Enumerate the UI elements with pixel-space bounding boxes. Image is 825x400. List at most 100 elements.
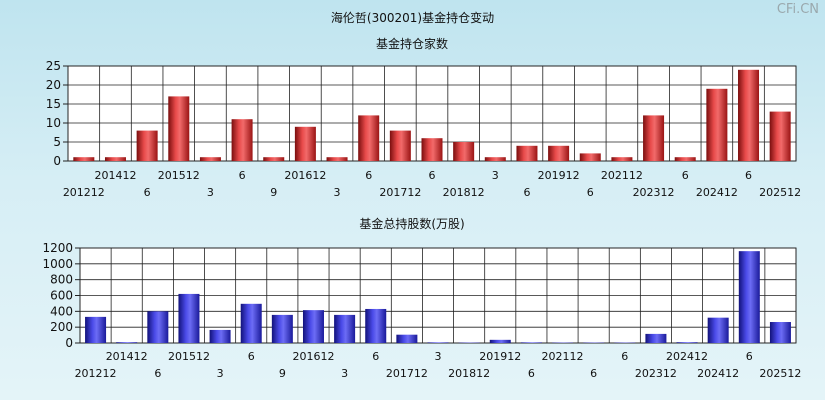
bar — [769, 322, 791, 343]
x-tick-label: 201612 — [292, 350, 334, 363]
y-tick-label: 400 — [50, 304, 73, 318]
bar — [231, 119, 253, 161]
bar — [738, 69, 760, 161]
x-tick-label: 202412 — [666, 350, 708, 363]
x-tick-label: 6 — [429, 169, 436, 182]
bar — [421, 138, 443, 161]
x-tick-label: 202312 — [635, 367, 677, 380]
x-tick-label: 3 — [492, 169, 499, 182]
bar — [104, 157, 126, 161]
bar — [263, 157, 285, 161]
y-tick-label: 1200 — [42, 241, 73, 255]
x-tick-label: 6 — [682, 169, 689, 182]
x-tick-label: 201512 — [168, 350, 210, 363]
x-tick-label: 6 — [528, 367, 535, 380]
bar — [579, 153, 601, 161]
y-tick-label: 25 — [46, 59, 61, 73]
bar — [209, 329, 231, 343]
y-tick-label: 15 — [46, 97, 61, 111]
bar — [769, 111, 791, 161]
x-tick-label: 201812 — [448, 367, 490, 380]
x-tick-label: 202512 — [759, 367, 801, 380]
y-tick-label: 10 — [46, 116, 61, 130]
bar — [85, 316, 107, 343]
x-tick-label: 3 — [435, 350, 442, 363]
x-tick-label: 201712 — [379, 186, 421, 199]
bar — [516, 145, 538, 161]
bar — [294, 126, 316, 161]
x-tick-label: 3 — [334, 186, 341, 199]
y-tick-label: 0 — [65, 336, 73, 350]
y-tick-label: 20 — [46, 78, 61, 92]
bar — [147, 311, 169, 343]
x-tick-label: 6 — [590, 367, 597, 380]
x-tick-label: 202112 — [601, 169, 643, 182]
bar — [707, 317, 729, 343]
x-tick-label: 6 — [745, 169, 752, 182]
x-tick-label: 202412 — [697, 367, 739, 380]
y-tick-label: 5 — [53, 135, 61, 149]
x-tick-label: 3 — [217, 367, 224, 380]
x-tick-label: 202312 — [633, 186, 675, 199]
x-tick-label: 9 — [279, 367, 286, 380]
bar — [548, 145, 570, 161]
bar — [334, 314, 356, 343]
x-tick-label: 6 — [365, 169, 372, 182]
bar — [116, 342, 138, 343]
x-tick-label: 6 — [621, 350, 628, 363]
main-title: 海伦哲(300201)基金持仓变动 — [330, 11, 495, 25]
bar — [427, 342, 449, 343]
bar — [389, 130, 411, 161]
x-tick-label: 201512 — [158, 169, 200, 182]
x-tick-label: 6 — [144, 186, 151, 199]
x-tick-label: 9 — [270, 186, 277, 199]
bar — [643, 115, 665, 161]
x-tick-label: 6 — [239, 169, 246, 182]
x-tick-label: 201712 — [386, 367, 428, 380]
x-tick-label: 6 — [248, 350, 255, 363]
x-tick-label: 201912 — [479, 350, 521, 363]
bar — [302, 310, 324, 343]
bar — [489, 339, 511, 343]
y-tick-label: 600 — [50, 289, 73, 303]
x-tick-label: 202512 — [759, 186, 801, 199]
bar — [645, 333, 667, 343]
bar — [168, 96, 190, 161]
chart-title: 基金持仓家数 — [376, 36, 448, 51]
bar — [365, 308, 387, 343]
bar — [484, 157, 506, 161]
bar — [738, 251, 760, 343]
bar — [674, 157, 696, 161]
watermark-logo: CFi.CN — [776, 2, 819, 17]
x-tick-label: 6 — [746, 350, 753, 363]
y-tick-label: 1000 — [42, 257, 73, 271]
x-tick-label: 201812 — [443, 186, 485, 199]
bar — [178, 293, 200, 343]
x-tick-label: 6 — [154, 367, 161, 380]
bar — [73, 157, 95, 161]
bar — [358, 115, 380, 161]
chart-panel-holdings-count: 基金持仓家数 0 5 10 15 20 25 201412 201512 6 201612 6 6 3 20… — [46, 36, 801, 199]
x-tick-label: 202112 — [542, 350, 584, 363]
bar — [706, 88, 728, 161]
bar — [271, 314, 293, 343]
bar — [520, 342, 542, 343]
x-tick-label: 3 — [207, 186, 214, 199]
x-tick-label: 201612 — [284, 169, 326, 182]
bar — [453, 142, 475, 161]
y-tick-label: 200 — [50, 320, 73, 334]
bar — [199, 157, 221, 161]
bar — [676, 342, 698, 343]
y-tick-label: 800 — [50, 273, 73, 287]
bar — [611, 157, 633, 161]
x-tick-label: 201912 — [538, 169, 580, 182]
x-tick-label: 6 — [372, 350, 379, 363]
x-tick-label: 202412 — [696, 186, 738, 199]
x-tick-label: 6 — [523, 186, 530, 199]
x-tick-label: 3 — [341, 367, 348, 380]
x-tick-label: 201212 — [63, 186, 105, 199]
x-tick-label: 201212 — [75, 367, 117, 380]
x-tick-label: 201412 — [94, 169, 136, 182]
